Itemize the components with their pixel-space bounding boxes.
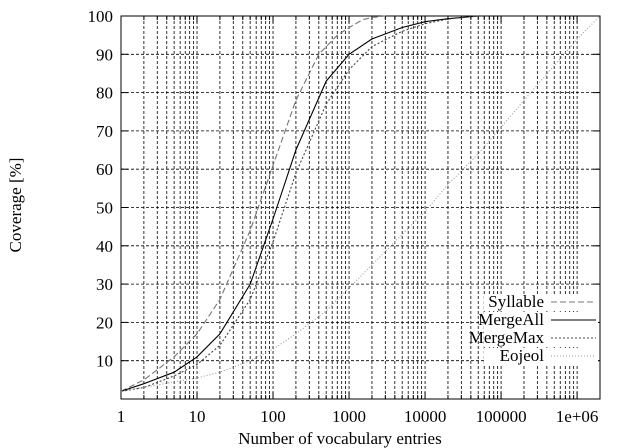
y-tick-label: 50 bbox=[96, 199, 113, 218]
series-line-mergemax bbox=[120, 15, 479, 392]
y-axis-label: Coverage [%] bbox=[6, 158, 25, 253]
legend-label: MergeMax bbox=[469, 328, 545, 347]
x-tick-label: 100 bbox=[260, 407, 286, 426]
y-tick-label: 70 bbox=[96, 122, 113, 141]
x-tick-label: 10000 bbox=[404, 407, 447, 426]
legend-background bbox=[484, 348, 598, 365]
legend-label: MergeAll bbox=[478, 310, 544, 329]
y-tick-label: 30 bbox=[96, 275, 113, 294]
series-lines bbox=[120, 15, 601, 392]
legend-background bbox=[484, 294, 598, 311]
y-tick-label: 60 bbox=[96, 160, 113, 179]
x-tick-label: 1 bbox=[117, 407, 126, 426]
y-tick-label: 100 bbox=[88, 7, 114, 26]
grid bbox=[121, 16, 600, 399]
x-tick-label: 10 bbox=[189, 407, 206, 426]
legend-background bbox=[484, 330, 598, 347]
legend-label: Syllable bbox=[488, 292, 544, 311]
y-tick-label: 40 bbox=[96, 237, 113, 256]
x-tick-label: 100000 bbox=[476, 407, 527, 426]
legend-background bbox=[484, 312, 598, 329]
y-tick-label: 20 bbox=[96, 313, 113, 332]
series-line-eojeol bbox=[120, 15, 601, 392]
y-tick-label: 80 bbox=[96, 84, 113, 103]
y-tick-label: 10 bbox=[96, 352, 113, 371]
series-line-mergeall bbox=[120, 15, 479, 392]
x-tick-label: 1e+06 bbox=[556, 407, 599, 426]
x-axis-label: Number of vocabulary entries bbox=[238, 429, 441, 448]
x-tick-label: 1000 bbox=[332, 407, 366, 426]
legend-label: Eojeol bbox=[500, 346, 545, 365]
series-line-syllable bbox=[120, 15, 386, 392]
y-tick-label: 90 bbox=[96, 45, 113, 64]
